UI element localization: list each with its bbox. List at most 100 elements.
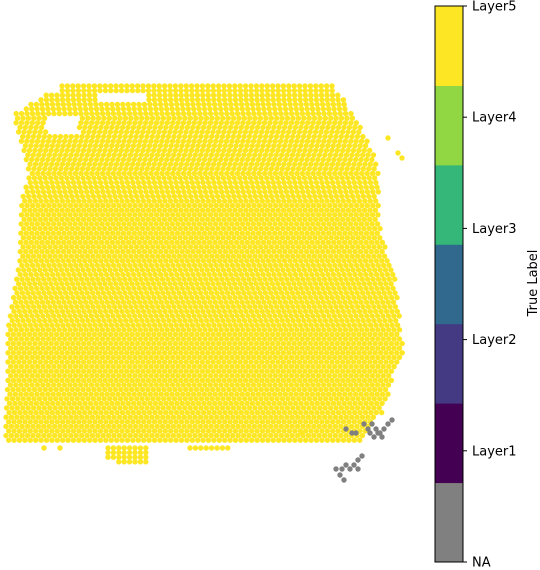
layer5-spot [124, 147, 130, 154]
layer5-spot [380, 363, 386, 370]
layer5-spot [350, 350, 357, 356]
layer5-spot [5, 377, 11, 384]
layer5-spot [295, 152, 301, 158]
layer5-spot [76, 419, 82, 425]
layer5-spot [134, 377, 141, 384]
layer5-spot [225, 115, 231, 121]
layer5-spot [322, 317, 329, 324]
layer5-spot [84, 414, 90, 420]
layer5-spot [82, 409, 88, 416]
layer5-spot [110, 221, 116, 227]
layer5-spot [129, 377, 135, 384]
layer5-spot [241, 253, 247, 259]
layer5-spot [296, 225, 302, 232]
layer5-spot [170, 262, 176, 269]
layer5-spot [221, 368, 227, 374]
layer5-spot [110, 313, 116, 319]
layer5-spot [83, 327, 90, 333]
layer5-spot [40, 336, 46, 342]
layer5-spot [298, 271, 304, 278]
layer5-spot [354, 152, 360, 158]
layer5-spot [24, 354, 30, 361]
layer5-spot [28, 285, 34, 292]
layer5-spot [241, 290, 247, 296]
layer5-spot [235, 262, 241, 269]
layer5-spot [49, 322, 55, 328]
layer5-spot [153, 382, 159, 388]
layer5-spot [126, 336, 133, 342]
layer5-spot [121, 221, 127, 227]
layer5-spot [232, 340, 238, 347]
layer5-spot [237, 368, 243, 374]
layer5-spot [310, 313, 316, 319]
layer5-spot [281, 143, 288, 149]
layer5-spot [119, 322, 125, 328]
layer5-spot [43, 340, 49, 347]
layer5-spot [195, 409, 201, 416]
layer5-spot [83, 313, 89, 319]
layer5-spot [217, 391, 224, 397]
layer5-spot [121, 363, 127, 370]
layer5-spot [323, 281, 330, 287]
layer5-spot [110, 382, 116, 388]
layer5-spot [303, 400, 310, 407]
layer5-spot [197, 354, 203, 361]
layer5-spot [343, 414, 349, 420]
layer5-spot [264, 294, 271, 301]
layer5-spot [37, 281, 43, 287]
layer5-spot [375, 212, 381, 218]
layer5-spot [216, 97, 222, 103]
layer5-spot [188, 340, 195, 347]
layer5-spot [234, 106, 240, 112]
layer5-spot [337, 189, 344, 195]
layer5-spot [368, 258, 374, 264]
layer5-spot [259, 207, 265, 213]
layer5-spot [320, 230, 326, 236]
layer5-spot [197, 373, 203, 379]
layer5-spot [219, 133, 226, 140]
layer5-spot [5, 340, 11, 347]
layer5-spot [150, 129, 157, 135]
layer5-spot [202, 262, 209, 269]
layer5-spot [235, 152, 242, 158]
layer5-spot [131, 156, 137, 163]
layer5-spot [136, 248, 142, 255]
layer5-spot [143, 414, 150, 420]
layer5-spot [169, 106, 175, 112]
layer5-spot [234, 354, 241, 361]
layer5-spot [245, 106, 251, 112]
layer5-spot [355, 166, 361, 172]
layer5-spot [150, 386, 156, 393]
layer5-spot [39, 239, 45, 246]
layer5-spot [43, 179, 50, 186]
layer5-spot [188, 386, 194, 393]
layer5-spot [36, 235, 43, 241]
layer5-spot [372, 386, 378, 393]
layer5-spot [100, 290, 107, 296]
layer5-spot [74, 133, 80, 140]
layer5-spot [386, 276, 392, 282]
layer5-spot [137, 230, 143, 236]
layer5-spot [51, 138, 57, 144]
layer5-spot [143, 276, 149, 282]
layer5-spot [156, 216, 162, 223]
layer5-spot [94, 363, 100, 370]
layer5-spot [277, 106, 283, 112]
layer5-spot [59, 87, 65, 94]
layer5-spot [124, 331, 130, 338]
layer5-spot [281, 419, 287, 425]
layer5-spot [269, 340, 276, 347]
layer5-spot [309, 299, 316, 305]
layer5-spot [157, 101, 164, 108]
layer5-spot [319, 124, 326, 131]
layer5-spot [162, 87, 168, 94]
layer5-spot [106, 414, 112, 420]
layer5-spot [25, 115, 32, 121]
layer5-spot [137, 354, 143, 361]
layer5-spot [136, 101, 142, 108]
layer5-spot [64, 207, 71, 213]
layer5-spot [351, 322, 358, 328]
layer5-spot [132, 336, 138, 342]
layer5-spot [224, 336, 230, 342]
layer5-spot [250, 138, 257, 144]
